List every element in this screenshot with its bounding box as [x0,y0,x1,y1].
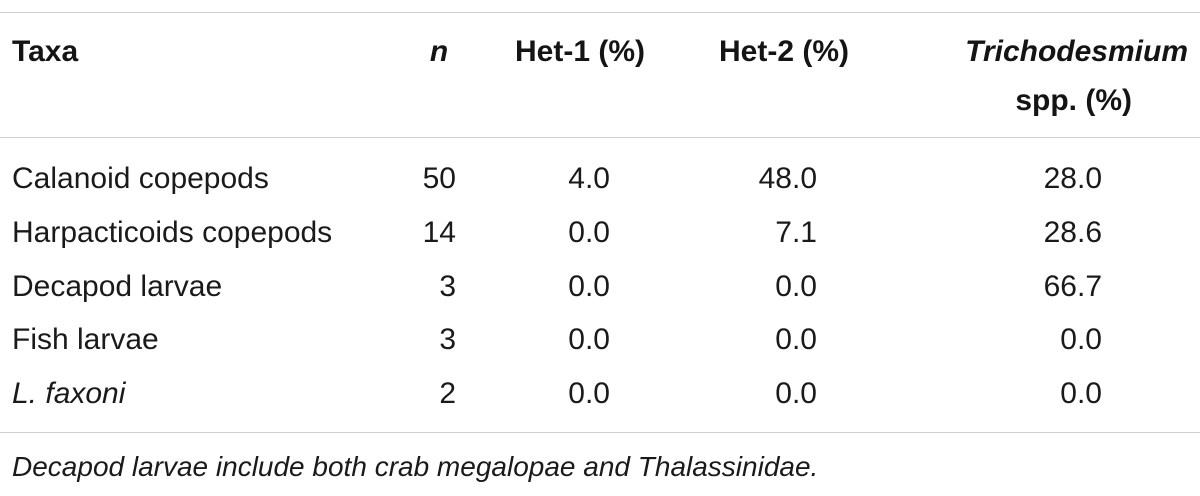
row-1-n: 50 [422,162,456,195]
header-trichodesmium-unit: spp. (%) [1015,84,1132,117]
row-1-het2: 48.0 [758,162,817,195]
row-5-trichodesmium: 0.0 [1060,377,1102,410]
row-2-trichodesmium: 28.6 [1043,216,1102,249]
row-5-taxa: L. faxoni [12,377,126,410]
row-1-taxa: Calanoid copepods [12,162,269,195]
row-4-het2: 0.0 [775,323,817,356]
row-2-het2: 7.1 [775,216,817,249]
row-3-het2: 0.0 [775,270,817,303]
header-het1: Het-1 (%) [515,35,646,68]
header-n: n [429,35,449,68]
row-3-n: 3 [439,270,456,303]
header-taxa: Taxa [12,35,79,68]
row-5-n: 2 [439,377,456,410]
row-4-taxa: Fish larvae [12,323,159,356]
row-4-trichodesmium: 0.0 [1060,323,1102,356]
row-1-het1: 4.0 [568,162,610,195]
top-rule [0,12,1200,13]
row-2-het1: 0.0 [568,216,610,249]
row-3-het1: 0.0 [568,270,610,303]
header-trichodesmium: Trichodesmium [965,35,1188,68]
bottom-rule [0,432,1200,433]
row-3-taxa: Decapod larvae [12,270,223,303]
row-5-het1: 0.0 [568,377,610,410]
row-5-het2: 0.0 [775,377,817,410]
header-rule [0,137,1200,138]
row-4-het1: 0.0 [568,323,610,356]
row-2-n: 14 [422,216,456,249]
row-4-n: 3 [439,323,456,356]
row-3-trichodesmium: 66.7 [1043,270,1102,303]
header-het2: Het-2 (%) [719,35,850,68]
table-footnote: Decapod larvae include both crab megalop… [12,451,819,482]
row-1-trichodesmium: 28.0 [1043,162,1102,195]
row-2-taxa: Harpacticoids copepods [12,216,333,249]
